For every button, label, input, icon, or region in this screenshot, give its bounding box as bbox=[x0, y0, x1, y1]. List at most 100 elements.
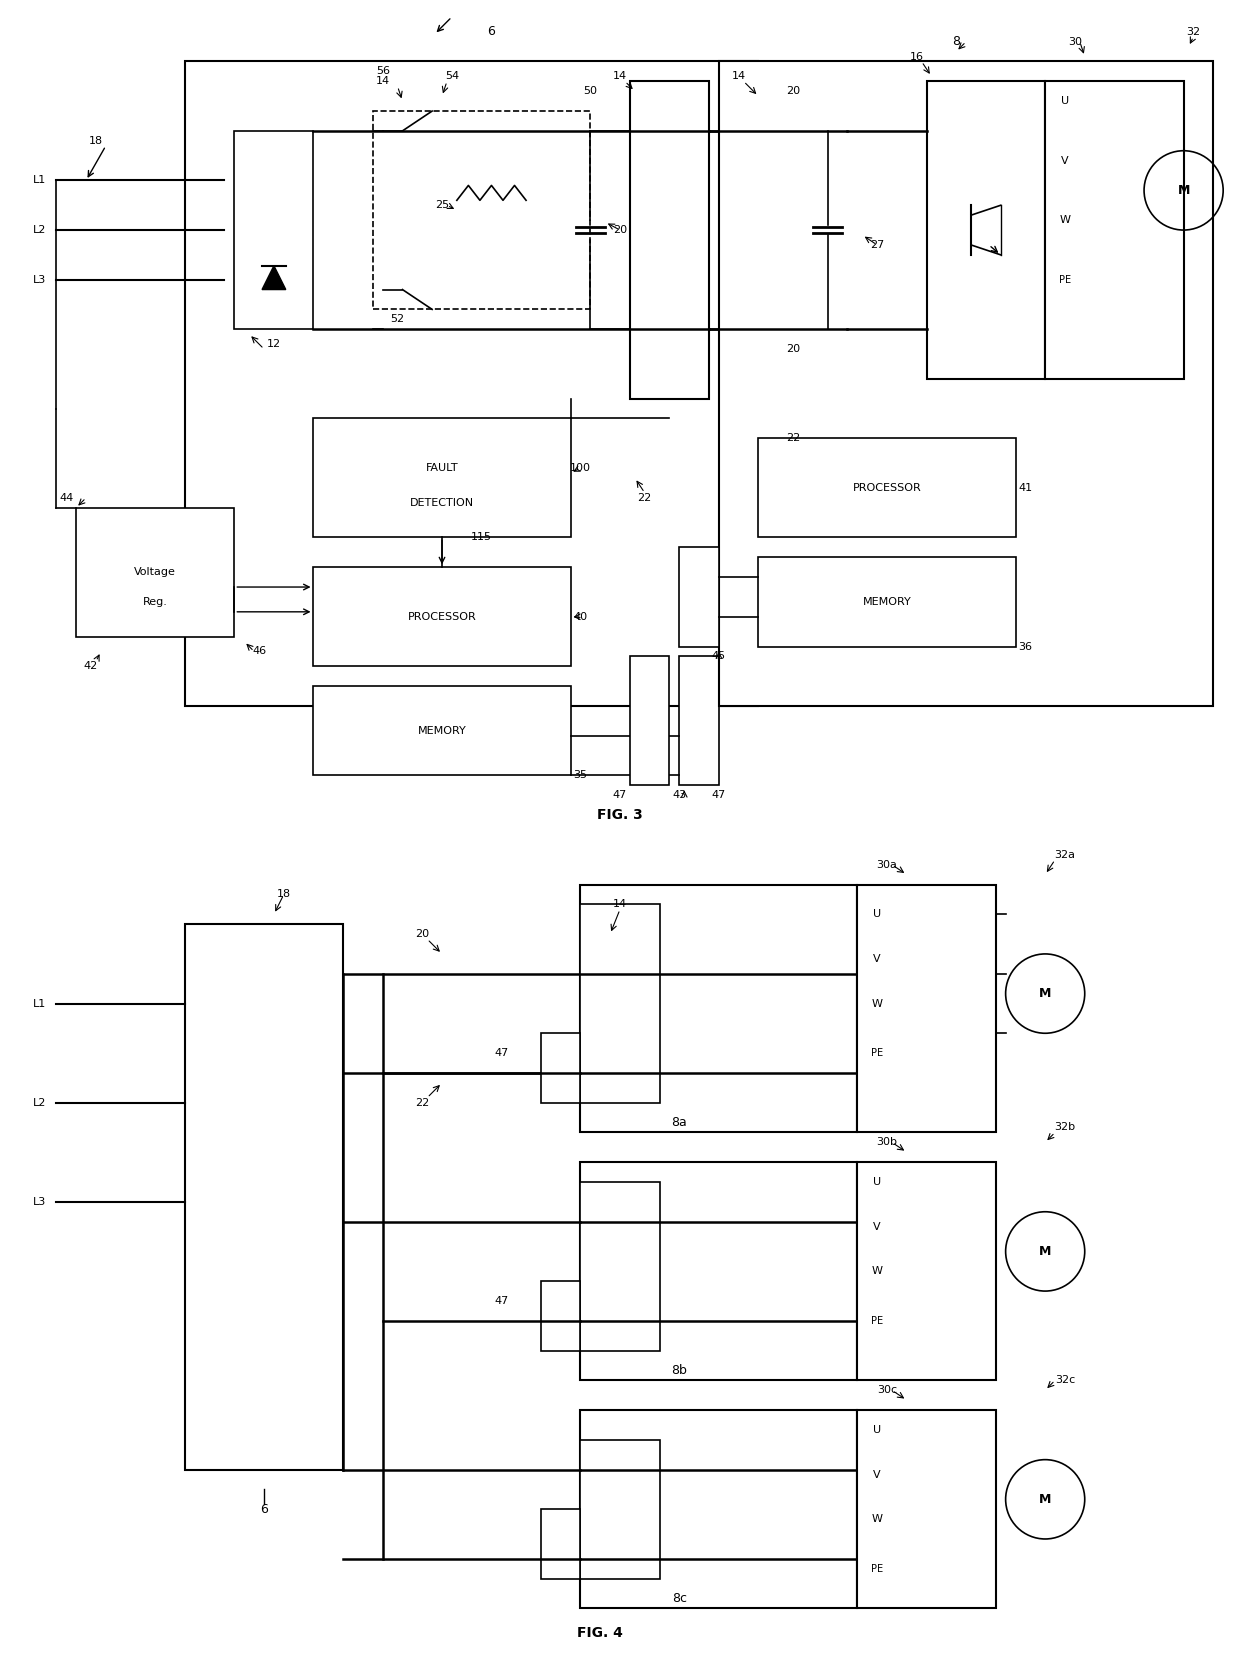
Text: 32b: 32b bbox=[1054, 1122, 1075, 1132]
Text: 18: 18 bbox=[89, 136, 103, 146]
Text: 22: 22 bbox=[637, 493, 652, 503]
FancyBboxPatch shape bbox=[857, 1162, 996, 1380]
FancyBboxPatch shape bbox=[1045, 81, 1184, 379]
Text: 12: 12 bbox=[267, 339, 281, 349]
FancyBboxPatch shape bbox=[580, 1162, 857, 1380]
Text: PE: PE bbox=[870, 1316, 883, 1326]
Text: MEMORY: MEMORY bbox=[863, 597, 911, 607]
Text: 14: 14 bbox=[732, 71, 745, 81]
Text: 14: 14 bbox=[613, 899, 627, 909]
Text: W: W bbox=[872, 1514, 883, 1524]
Text: 46: 46 bbox=[252, 647, 267, 657]
FancyBboxPatch shape bbox=[580, 884, 857, 1132]
Text: 42: 42 bbox=[84, 662, 98, 672]
Text: 56: 56 bbox=[376, 66, 389, 76]
Text: 8a: 8a bbox=[671, 1115, 687, 1129]
Text: 8: 8 bbox=[952, 35, 960, 48]
FancyBboxPatch shape bbox=[680, 548, 719, 647]
Text: 30a: 30a bbox=[877, 859, 898, 869]
Text: PROCESSOR: PROCESSOR bbox=[408, 612, 476, 622]
Text: 100: 100 bbox=[570, 463, 591, 473]
Text: 27: 27 bbox=[870, 240, 884, 250]
Text: 40: 40 bbox=[573, 612, 588, 622]
FancyBboxPatch shape bbox=[580, 904, 660, 1102]
Text: 32: 32 bbox=[1187, 26, 1200, 36]
FancyBboxPatch shape bbox=[719, 61, 1213, 707]
Text: 22: 22 bbox=[415, 1097, 429, 1107]
Text: L1: L1 bbox=[33, 175, 46, 185]
FancyBboxPatch shape bbox=[759, 558, 1016, 647]
Text: 8c: 8c bbox=[672, 1592, 687, 1605]
Text: 32a: 32a bbox=[1054, 849, 1075, 859]
Text: 45: 45 bbox=[712, 652, 725, 662]
Text: 47: 47 bbox=[495, 1048, 508, 1058]
FancyBboxPatch shape bbox=[680, 657, 719, 786]
Text: 41: 41 bbox=[1018, 483, 1033, 493]
Text: 25: 25 bbox=[435, 200, 449, 210]
Text: 30c: 30c bbox=[877, 1385, 897, 1395]
Text: 14: 14 bbox=[376, 76, 389, 86]
Text: PE: PE bbox=[1059, 275, 1071, 285]
Text: 32c: 32c bbox=[1055, 1375, 1075, 1385]
FancyBboxPatch shape bbox=[185, 923, 343, 1470]
Text: FIG. 4: FIG. 4 bbox=[578, 1627, 624, 1640]
Text: M: M bbox=[1039, 1493, 1052, 1506]
Text: U: U bbox=[873, 1177, 882, 1187]
FancyBboxPatch shape bbox=[630, 657, 670, 786]
Text: 44: 44 bbox=[60, 493, 73, 503]
Text: PROCESSOR: PROCESSOR bbox=[853, 483, 921, 493]
Text: V: V bbox=[873, 1470, 880, 1480]
Text: 47: 47 bbox=[495, 1296, 508, 1306]
Text: L2: L2 bbox=[33, 1097, 46, 1107]
Text: PE: PE bbox=[870, 1564, 883, 1574]
Text: 52: 52 bbox=[391, 314, 404, 324]
FancyBboxPatch shape bbox=[314, 568, 570, 667]
Text: M: M bbox=[1178, 184, 1190, 197]
Text: 54: 54 bbox=[445, 71, 459, 81]
Text: 8b: 8b bbox=[671, 1364, 687, 1377]
Text: 20: 20 bbox=[786, 344, 800, 354]
Text: M: M bbox=[1039, 1245, 1052, 1258]
Text: 47: 47 bbox=[613, 791, 627, 801]
FancyBboxPatch shape bbox=[234, 131, 314, 329]
Text: V: V bbox=[873, 953, 880, 963]
Text: 20: 20 bbox=[415, 928, 429, 938]
FancyBboxPatch shape bbox=[759, 439, 1016, 538]
Text: L3: L3 bbox=[33, 1197, 46, 1206]
Text: DETECTION: DETECTION bbox=[410, 498, 474, 508]
Text: 16: 16 bbox=[910, 51, 924, 61]
FancyBboxPatch shape bbox=[314, 419, 570, 538]
FancyBboxPatch shape bbox=[185, 61, 759, 707]
Text: U: U bbox=[1061, 96, 1069, 106]
FancyBboxPatch shape bbox=[630, 81, 709, 399]
Text: 50: 50 bbox=[583, 86, 598, 96]
FancyBboxPatch shape bbox=[541, 1509, 580, 1579]
Text: 6: 6 bbox=[260, 1503, 268, 1516]
FancyBboxPatch shape bbox=[580, 1410, 857, 1609]
Text: 43: 43 bbox=[672, 791, 687, 801]
Text: 18: 18 bbox=[277, 889, 291, 899]
Text: Voltage: Voltage bbox=[134, 568, 176, 578]
FancyBboxPatch shape bbox=[580, 1440, 660, 1579]
Text: PE: PE bbox=[870, 1048, 883, 1058]
Text: Reg.: Reg. bbox=[143, 597, 167, 607]
Polygon shape bbox=[262, 266, 285, 290]
FancyBboxPatch shape bbox=[541, 1033, 580, 1102]
Text: 115: 115 bbox=[471, 533, 492, 543]
FancyBboxPatch shape bbox=[76, 508, 234, 637]
Text: L2: L2 bbox=[33, 225, 46, 235]
Text: L3: L3 bbox=[33, 275, 46, 285]
FancyBboxPatch shape bbox=[857, 884, 996, 1132]
FancyBboxPatch shape bbox=[857, 1410, 996, 1609]
FancyBboxPatch shape bbox=[926, 81, 1045, 379]
Text: 47: 47 bbox=[712, 791, 725, 801]
FancyBboxPatch shape bbox=[541, 1281, 580, 1350]
FancyBboxPatch shape bbox=[580, 1182, 660, 1350]
Text: 30: 30 bbox=[1068, 36, 1081, 46]
Text: W: W bbox=[1059, 215, 1070, 225]
Text: 30b: 30b bbox=[877, 1137, 898, 1147]
Text: U: U bbox=[873, 1425, 882, 1435]
Text: 20: 20 bbox=[613, 225, 627, 235]
Text: 36: 36 bbox=[1018, 642, 1033, 652]
Text: V: V bbox=[873, 1221, 880, 1231]
